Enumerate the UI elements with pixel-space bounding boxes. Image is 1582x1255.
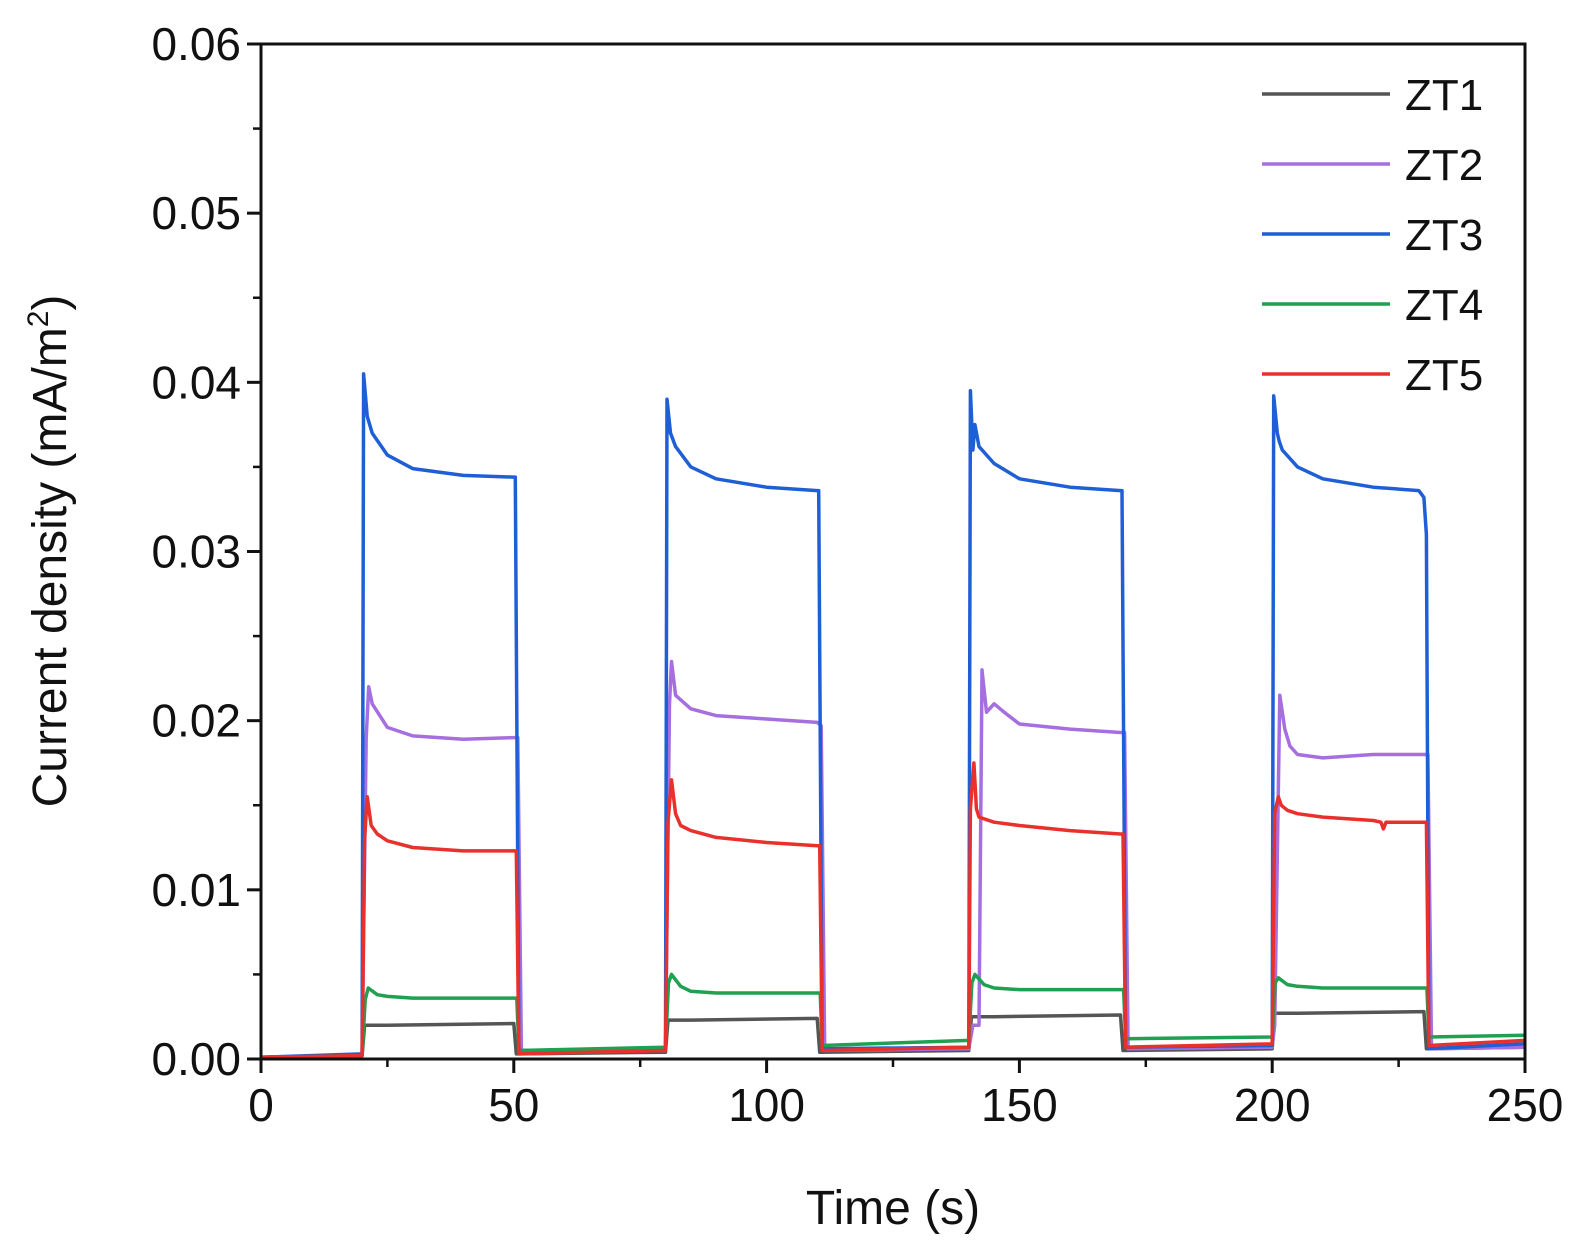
y-axis-title-suffix: ) xyxy=(24,295,77,311)
series-line-zt4 xyxy=(261,972,1525,1060)
x-tick-label: 150 xyxy=(981,1079,1058,1131)
legend-label-zt5: ZT5 xyxy=(1405,351,1483,400)
x-axis-title: Time (s) xyxy=(806,1182,980,1235)
series-line-zt5 xyxy=(261,761,1525,1060)
y-tick-label: 0.04 xyxy=(151,356,241,408)
x-tick-label: 0 xyxy=(248,1079,274,1131)
legend-label-zt2: ZT2 xyxy=(1405,141,1483,190)
y-axis-title-main: Current density (mA/m xyxy=(24,327,77,807)
y-tick-label: 0.05 xyxy=(151,187,241,239)
y-axis-title: Current density (mA/m2) xyxy=(22,295,77,808)
y-tick-label: 0.02 xyxy=(151,695,241,747)
legend-label-zt1: ZT1 xyxy=(1405,71,1483,120)
axis-tick-labels: 0 50 100 150 200 250 0.00 0.01 0.02 0.03 0.04 0.05 0… xyxy=(151,18,1563,1131)
y-axis-title-superscript: 2 xyxy=(22,311,55,328)
axis-ticks xyxy=(247,42,1527,1073)
y-tick-label: 0.01 xyxy=(151,864,241,916)
series-line-zt2 xyxy=(261,659,1525,1060)
series-layer xyxy=(261,372,1525,1060)
x-tick-label: 200 xyxy=(1234,1079,1311,1131)
legend-label-zt4: ZT4 xyxy=(1405,281,1483,330)
y-tick-label: 0.00 xyxy=(151,1033,241,1085)
legend-label-zt3: ZT3 xyxy=(1405,211,1483,260)
x-tick-label: 50 xyxy=(488,1079,539,1131)
x-tick-label: 250 xyxy=(1487,1079,1564,1131)
x-tick-label: 100 xyxy=(728,1079,805,1131)
y-tick-label: 0.06 xyxy=(151,18,241,70)
series-line-zt3 xyxy=(261,372,1525,1060)
plot-frame xyxy=(259,42,1527,1061)
y-tick-label: 0.03 xyxy=(151,526,241,578)
legend: ZT1 ZT2 ZT3 ZT4 ZT5 xyxy=(1262,71,1483,400)
